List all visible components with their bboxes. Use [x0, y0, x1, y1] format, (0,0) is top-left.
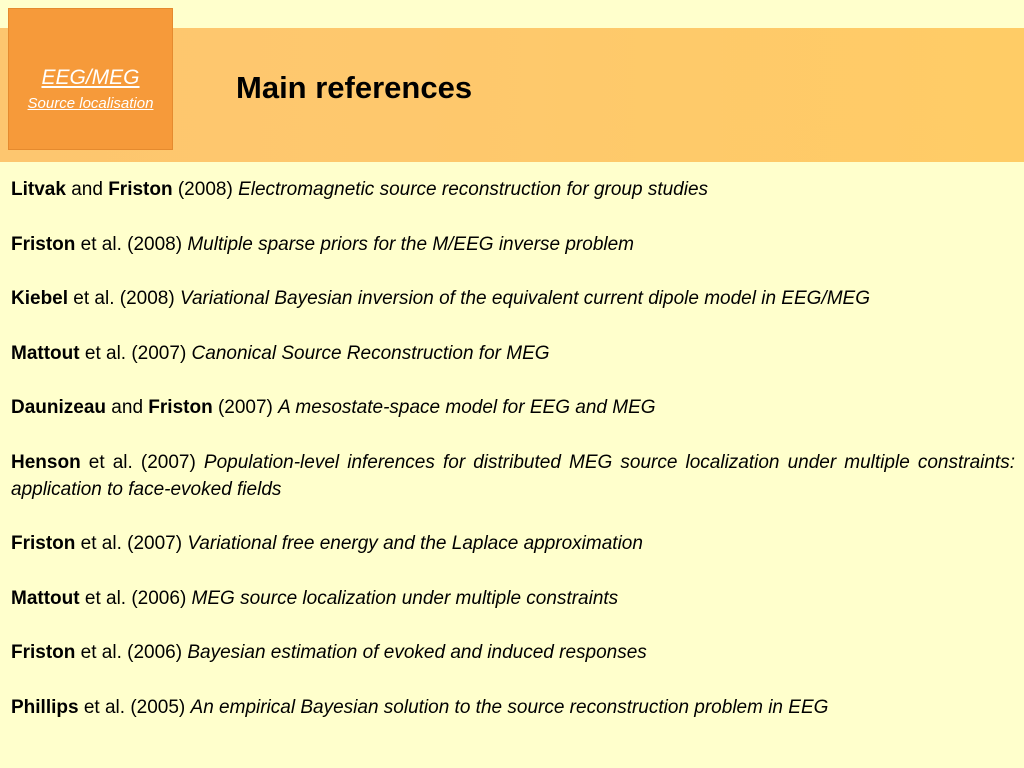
reference-title: Canonical Source Reconstruction for MEG [191, 342, 550, 364]
reference-connector: and [65, 179, 109, 200]
reference-author: Henson [11, 451, 81, 473]
reference-year: (2007) [212, 397, 279, 418]
logo-title: EEG/MEG [41, 66, 140, 89]
reference-title: MEG source localization under multiple c… [191, 587, 619, 609]
reference-year: et al. (2006) [79, 587, 192, 609]
logo-subtitle: Source localisation [27, 95, 154, 112]
reference-item: Friston et al. (2006) Bayesian estimatio… [11, 639, 1015, 666]
reference-item: Mattout et al. (2007) Canonical Source R… [11, 340, 1015, 367]
reference-year: et al. (2008) [75, 233, 188, 255]
page-title: Main references [236, 70, 473, 105]
reference-item: Henson et al. (2007) Population-level in… [11, 449, 1015, 503]
reference-item: Litvak and Friston (2008) Electromagneti… [11, 176, 1015, 203]
reference-title: Bayesian estimation of evoked and induce… [187, 642, 647, 663]
reference-author: Phillips [11, 696, 79, 718]
reference-year: et al. (2008) [68, 288, 180, 309]
reference-coauthor: Friston [148, 397, 213, 418]
reference-item: Daunizeau and Friston (2007) A mesostate… [11, 394, 1015, 421]
reference-connector: and [106, 397, 149, 418]
reference-author: Daunizeau [11, 397, 107, 418]
reference-author: Friston [11, 642, 76, 663]
reference-author: Kiebel [11, 288, 69, 309]
reference-author: Litvak [11, 179, 66, 200]
reference-year: et al. (2007) [79, 342, 192, 364]
reference-year: (2008) [172, 179, 239, 200]
reference-author: Friston [11, 233, 76, 255]
reference-title: Electromagnetic source reconstruction fo… [238, 179, 709, 200]
reference-title: Variational free energy and the Laplace … [187, 533, 643, 554]
reference-title: A mesostate-space model for EEG and MEG [278, 397, 656, 418]
reference-item: Friston et al. (2008) Multiple sparse pr… [11, 231, 1015, 258]
reference-year: et al. (2007) [80, 451, 204, 473]
reference-item: Friston et al. (2007) Variational free e… [11, 530, 1015, 557]
logo-box: EEG/MEG Source localisation [8, 8, 173, 150]
reference-author: Mattout [11, 342, 80, 364]
reference-author: Mattout [11, 587, 80, 609]
reference-title: Multiple sparse priors for the M/EEG inv… [187, 233, 635, 255]
reference-item: Phillips et al. (2005) An empirical Baye… [11, 694, 1015, 721]
reference-coauthor: Friston [108, 179, 173, 200]
reference-year: et al. (2006) [75, 642, 188, 663]
reference-year: et al. (2007) [75, 533, 188, 554]
reference-item: Kiebel et al. (2008) Variational Bayesia… [11, 285, 1015, 312]
reference-title: An empirical Bayesian solution to the so… [190, 696, 829, 718]
reference-author: Friston [11, 533, 76, 554]
reference-item: Mattout et al. (2006) MEG source localiz… [11, 585, 1015, 612]
reference-year: et al. (2005) [78, 696, 191, 718]
reference-title: Variational Bayesian inversion of the eq… [179, 288, 870, 309]
reference-title: Population-level inferences for distribu… [11, 451, 1016, 500]
reference-list: Litvak and Friston (2008) Electromagneti… [11, 176, 1015, 748]
